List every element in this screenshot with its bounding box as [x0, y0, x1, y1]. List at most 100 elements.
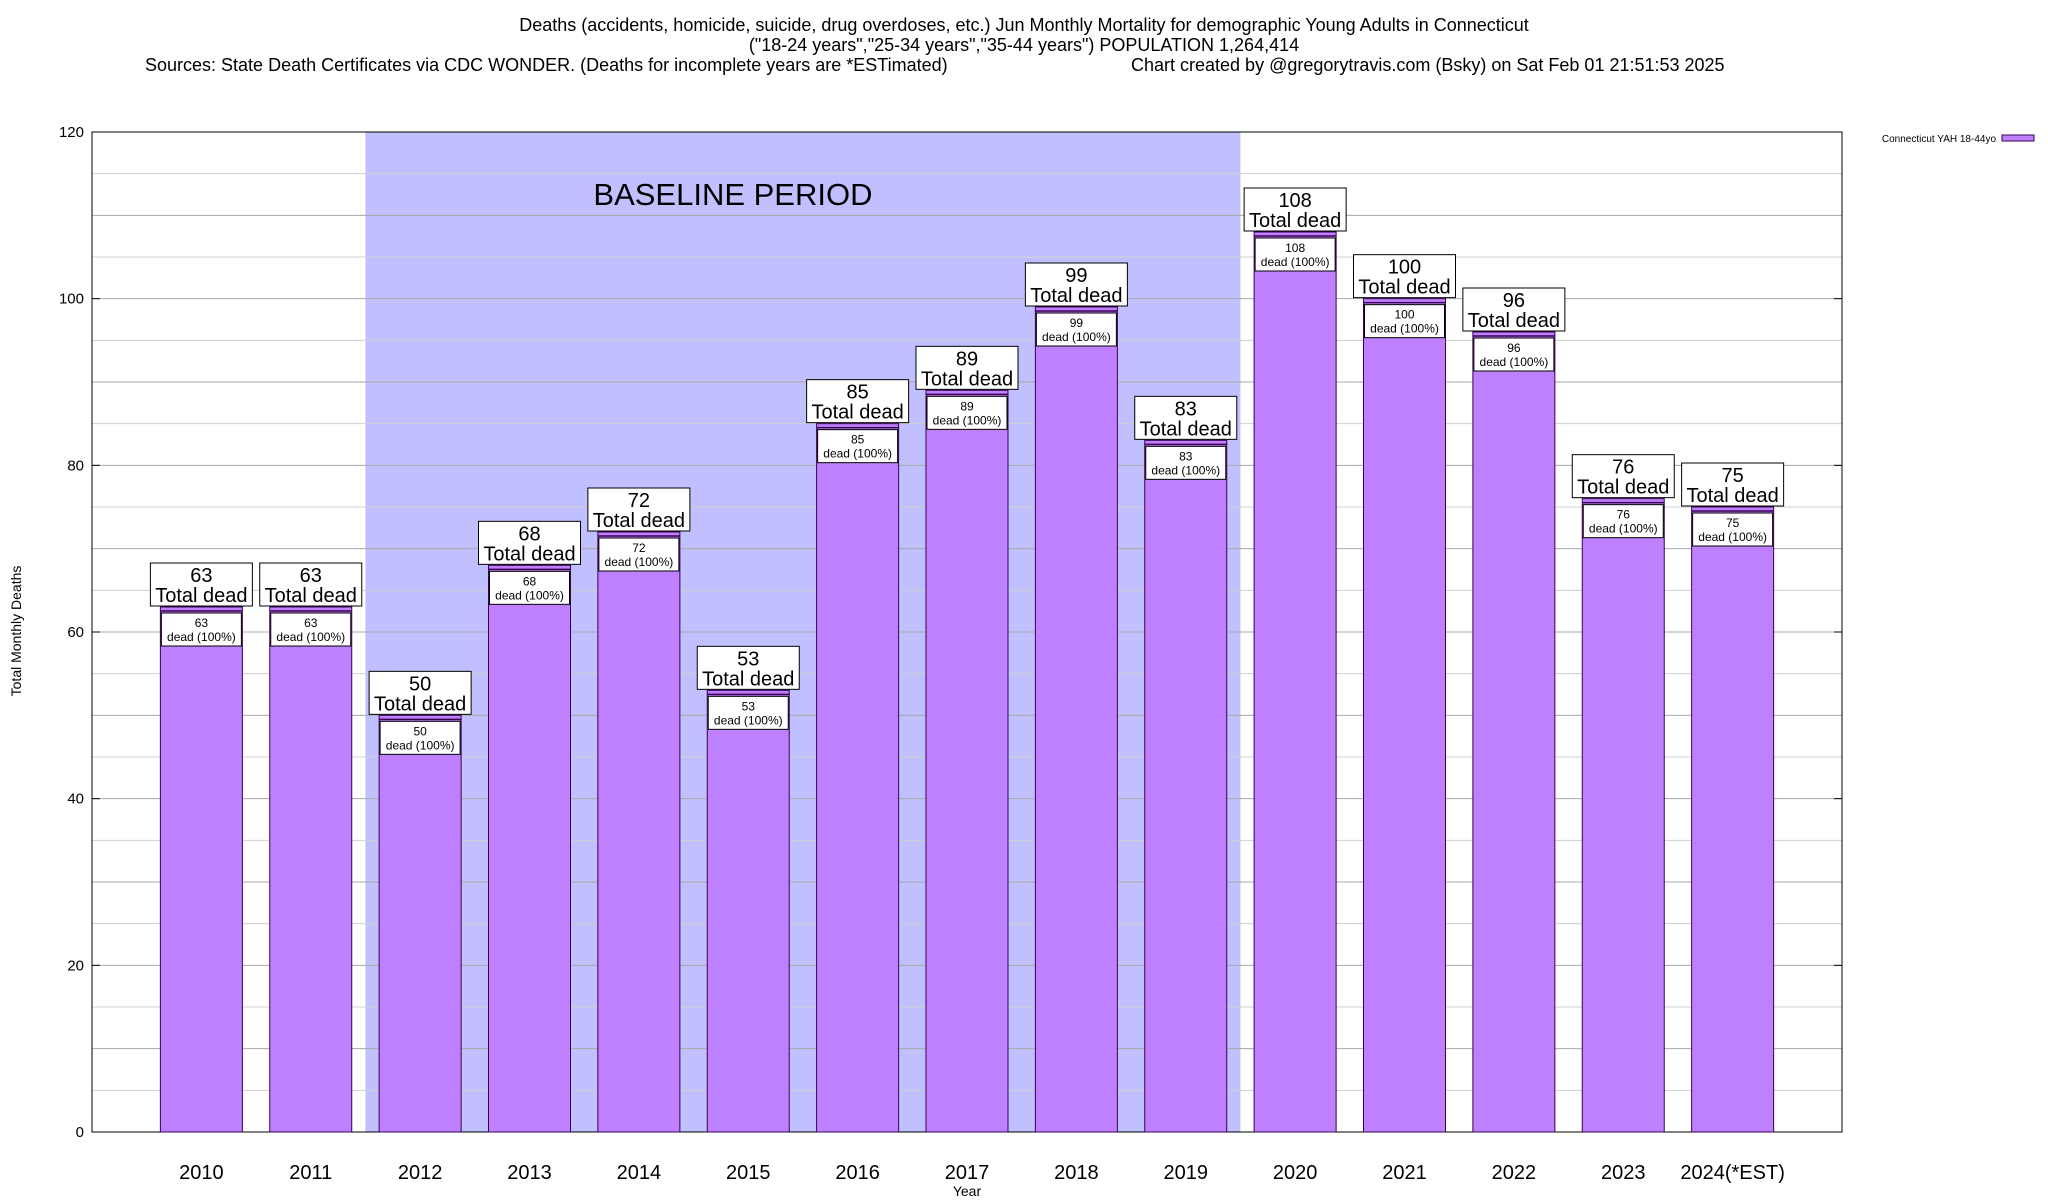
y-tick-label: 60 — [67, 624, 84, 641]
top-label-value: 75 — [1722, 465, 1744, 487]
bar — [378, 714, 462, 1133]
y-tick-label: 0 — [76, 1124, 84, 1141]
top-label-value: 100 — [1388, 257, 1421, 279]
top-label-text: Total dead — [702, 668, 794, 690]
bar — [706, 689, 790, 1133]
top-label-text: Total dead — [483, 543, 575, 565]
top-label-box — [1243, 187, 1347, 232]
x-tick-label: 2016 — [835, 1162, 880, 1184]
x-tick-label: 2022 — [1492, 1162, 1537, 1184]
inner-label-box — [598, 537, 680, 572]
inner-label-box — [926, 395, 1008, 430]
bar — [1034, 306, 1118, 1133]
inner-label-text: dead (100%) — [276, 630, 345, 644]
x-tick-label: 2010 — [179, 1162, 224, 1184]
inner-label-value: 72 — [632, 541, 646, 555]
bar — [269, 606, 353, 1133]
x-tick-label: 2024(*EST) — [1680, 1162, 1785, 1184]
x-tick-label: 2011 — [289, 1162, 332, 1184]
top-label-value: 89 — [956, 348, 978, 370]
bar — [597, 531, 681, 1133]
top-label-text: Total dead — [921, 368, 1013, 390]
inner-label-value: 99 — [1070, 316, 1084, 330]
top-label-text: Total dead — [593, 510, 685, 532]
inner-label-text: dead (100%) — [605, 555, 674, 569]
top-label-box — [149, 562, 253, 607]
top-label-text: Total dead — [374, 693, 466, 715]
inner-label-value: 108 — [1285, 241, 1305, 255]
y-tick-label: 120 — [59, 124, 84, 141]
inner-label-text: dead (100%) — [933, 413, 1002, 427]
top-label-box — [1571, 454, 1675, 499]
inner-label-value: 83 — [1179, 449, 1193, 463]
inner-label-text: dead (100%) — [495, 588, 564, 602]
x-tick-label: 2018 — [1054, 1162, 1099, 1184]
y-tick-label: 100 — [59, 291, 84, 308]
top-label-text: Total dead — [1577, 477, 1669, 499]
inner-label-box — [1145, 445, 1227, 480]
x-tick-label: 2019 — [1164, 1162, 1209, 1184]
inner-label-text: dead (100%) — [714, 713, 783, 727]
top-label-value: 85 — [847, 382, 869, 404]
inner-label-value: 53 — [742, 699, 756, 713]
x-tick-label: 2017 — [945, 1162, 990, 1184]
top-label-text: Total dead — [265, 585, 357, 607]
inner-label-value: 63 — [195, 616, 209, 630]
bar — [488, 564, 571, 1133]
inner-label-box — [1364, 304, 1445, 339]
inner-label-text: dead (100%) — [1370, 322, 1439, 336]
top-label-value: 63 — [190, 565, 212, 587]
top-label-text: Total dead — [1468, 310, 1560, 332]
chart-credit: Chart created by @gregorytravis.com (Bsk… — [1131, 55, 1725, 75]
top-label-text: Total dead — [1030, 285, 1122, 307]
legend-label: Connecticut YAH 18-44yo — [1882, 134, 1997, 145]
inner-label-box — [707, 695, 789, 730]
top-label-box — [696, 645, 800, 690]
bar — [816, 423, 900, 1133]
top-label-value: 63 — [300, 565, 322, 587]
top-label-value: 108 — [1278, 190, 1311, 212]
chart-title-line-1: Deaths (accidents, homicide, suicide, dr… — [519, 15, 1529, 35]
inner-label-value: 100 — [1394, 308, 1414, 322]
bar — [1691, 506, 1775, 1133]
legend-swatch — [2001, 134, 2035, 142]
inner-label-box — [489, 570, 570, 605]
inner-label-text: dead (100%) — [167, 630, 236, 644]
chart-title-line-2: ("18-24 years","25-34 years","35-44 year… — [749, 35, 1299, 55]
top-label-value: 68 — [518, 523, 540, 545]
x-tick-label: 2013 — [507, 1162, 552, 1184]
inner-label-box — [379, 720, 461, 755]
top-label-box — [587, 487, 691, 532]
y-tick-label: 40 — [67, 791, 84, 808]
top-label-value: 53 — [737, 648, 759, 670]
top-label-box — [1353, 254, 1456, 299]
top-label-value: 96 — [1503, 290, 1525, 312]
top-label-text: Total dead — [155, 585, 247, 607]
x-tick-label: 2020 — [1273, 1162, 1318, 1184]
inner-label-box — [1035, 312, 1117, 347]
inner-label-text: dead (100%) — [823, 447, 892, 461]
top-label-text: Total dead — [1140, 418, 1232, 440]
inner-label-text: dead (100%) — [386, 738, 455, 752]
baseline-label: BASELINE PERIOD — [593, 177, 872, 212]
inner-label-box — [1582, 504, 1664, 539]
top-label-value: 99 — [1065, 265, 1087, 287]
inner-label-box — [1473, 337, 1555, 372]
legend: Connecticut YAH 18-44yo — [1882, 134, 2035, 145]
top-label-value: 72 — [628, 490, 650, 512]
inner-label-value: 50 — [413, 724, 427, 738]
x-axis-label: Year — [953, 1183, 982, 1199]
top-label-box — [478, 520, 581, 565]
